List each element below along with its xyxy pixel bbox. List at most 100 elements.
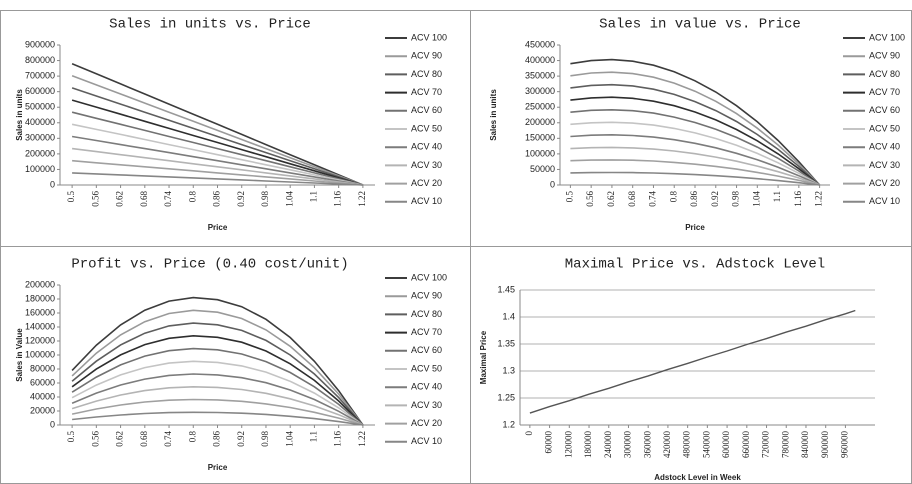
y-tick-label: 300000 — [525, 86, 555, 96]
series-line — [570, 71, 821, 186]
x-tick-label: 1.1 — [772, 191, 782, 202]
series-line — [71, 75, 364, 186]
series-line — [71, 123, 364, 186]
x-tick-label: 0.68 — [139, 431, 149, 447]
y-tick-label: 1.2 — [502, 419, 515, 429]
y-tick-label: 1.3 — [502, 365, 515, 375]
series-line — [71, 99, 364, 186]
y-tick-label: 100000 — [25, 164, 55, 174]
legend-label: ACV 20 — [411, 418, 442, 428]
series-line — [570, 96, 821, 186]
x-tick-label: 720000 — [761, 431, 771, 459]
legend-label: ACV 40 — [411, 382, 442, 392]
y-tick-label: 0 — [550, 179, 555, 189]
legend-label: ACV 60 — [869, 105, 900, 115]
series-line — [71, 398, 364, 426]
legend-label: ACV 70 — [411, 327, 442, 337]
chart-title: Sales in units vs. Price — [109, 17, 311, 33]
chart-title: Sales in value vs. Price — [599, 17, 801, 33]
y-tick-label: 300000 — [25, 133, 55, 143]
y-tick-label: 900000 — [25, 39, 55, 49]
x-tick-label: 0.98 — [260, 431, 270, 447]
x-tick-label: 0.74 — [163, 191, 173, 207]
series-line — [570, 58, 821, 186]
x-tick-label: 0.68 — [139, 191, 149, 207]
x-tick-label: 1.16 — [793, 191, 803, 207]
x-tick-label: 480000 — [682, 431, 692, 459]
x-tick-label: 540000 — [701, 431, 711, 459]
x-tick-label: 1.1 — [308, 431, 318, 442]
y-tick-label: 500000 — [25, 102, 55, 112]
x-tick-label: 120000 — [563, 431, 573, 459]
legend-label: ACV 20 — [869, 178, 900, 188]
series-line — [570, 146, 820, 186]
x-tick-label: 0.86 — [212, 191, 222, 207]
x-tick-label: 0.56 — [585, 191, 595, 207]
x-tick-label: 1.22 — [357, 431, 367, 447]
y-tick-label: 120000 — [25, 335, 55, 345]
y-tick-label: 1.35 — [497, 338, 515, 348]
x-tick-label: 0.5 — [564, 191, 574, 203]
x-tick-label: 0.92 — [236, 191, 246, 207]
legend-label: ACV 40 — [411, 142, 442, 152]
x-tick-label: 0.8 — [187, 191, 197, 203]
y-tick-label: 200000 — [25, 148, 55, 158]
legend-label: ACV 90 — [411, 291, 442, 301]
x-tick-label: 1.04 — [284, 431, 294, 447]
series-line — [570, 83, 821, 186]
legend-label: ACV 80 — [869, 69, 900, 79]
y-tick-label: 50000 — [530, 164, 555, 174]
x-tick-label: 0.86 — [212, 431, 222, 447]
legend-label: ACV 10 — [411, 436, 442, 446]
y-axis-label: Maximal Price — [479, 330, 488, 384]
x-tick-label: 840000 — [800, 431, 810, 459]
series-line — [72, 411, 364, 426]
y-tick-label: 160000 — [25, 307, 55, 317]
series-line — [570, 121, 820, 186]
y-tick-label: 200000 — [25, 279, 55, 289]
x-tick-label: 0.56 — [90, 431, 100, 447]
series-line — [71, 111, 364, 186]
legend-label: ACV 30 — [411, 400, 442, 410]
x-tick-label: 1.1 — [308, 191, 318, 202]
x-tick-label: 360000 — [642, 431, 652, 459]
x-tick-label: 60000 — [544, 431, 554, 454]
x-tick-label: 0.62 — [115, 431, 125, 447]
legend-label: ACV 10 — [411, 196, 442, 206]
x-axis-label: Adstock Level in Week — [654, 473, 741, 482]
y-tick-label: 400000 — [25, 117, 55, 127]
legend-label: ACV 50 — [411, 123, 442, 133]
y-tick-label: 350000 — [525, 70, 555, 80]
x-tick-label: 0.56 — [90, 191, 100, 207]
x-tick-label: 1.16 — [333, 191, 343, 207]
x-tick-label: 0.8 — [668, 191, 678, 203]
legend-label: ACV 50 — [869, 123, 900, 133]
series-line — [570, 108, 821, 186]
legend-label: ACV 100 — [869, 32, 905, 42]
y-tick-label: 100000 — [525, 148, 555, 158]
x-tick-label: 0.5 — [66, 431, 76, 443]
series-line — [71, 62, 364, 186]
legend-label: ACV 90 — [411, 51, 442, 61]
series-line — [71, 360, 364, 426]
y-tick-label: 60000 — [30, 377, 55, 387]
x-tick-label: 0.92 — [236, 431, 246, 447]
legend-label: ACV 30 — [411, 160, 442, 170]
x-axis-label: Price — [208, 463, 228, 472]
y-tick-label: 200000 — [525, 117, 555, 127]
x-tick-label: 1.22 — [357, 191, 367, 207]
y-tick-label: 1.25 — [497, 392, 515, 402]
x-tick-label: 0.68 — [627, 191, 637, 207]
x-axis-label: Price — [208, 223, 228, 232]
legend-label: ACV 10 — [869, 196, 900, 206]
chart-title: Maximal Price vs. Adstock Level — [565, 257, 825, 273]
x-tick-label: 960000 — [839, 431, 849, 459]
series-line — [72, 159, 363, 186]
series-line — [71, 135, 364, 186]
y-tick-label: 20000 — [30, 405, 55, 415]
x-tick-label: 0 — [524, 431, 534, 436]
y-axis-label: Sales in units — [489, 89, 498, 141]
series-line — [71, 347, 364, 426]
legend-label: ACV 80 — [411, 69, 442, 79]
